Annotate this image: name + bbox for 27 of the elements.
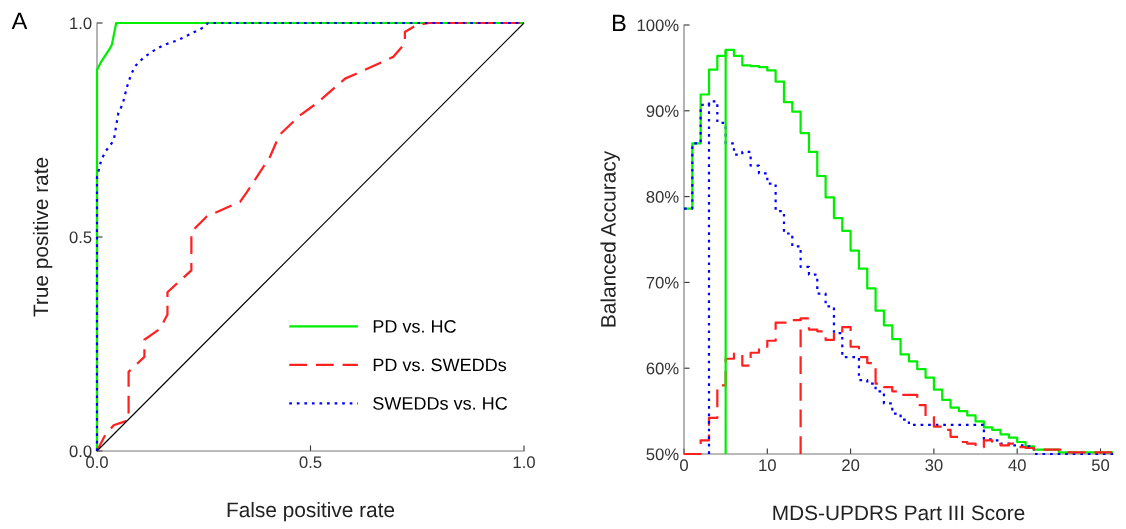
y-tick-label: 50% [646,448,679,461]
x-tick-label: 0 [680,459,688,472]
chart-title: A [11,12,28,30]
y-tick-label: 70% [646,276,679,289]
x-tick-label: 20 [842,459,860,472]
x-tick-label: 10 [759,459,776,472]
x-tick-label: 1.0 [513,456,535,469]
y-axis-title: Balanced Accuracy [600,150,620,327]
x-tick-label: 40 [1008,459,1026,472]
y-axis-title: True positive rate [32,157,53,317]
x-tick-label: 50 [1091,459,1110,472]
legend-label: PD vs. HC [373,320,456,333]
x-axis-title: MDS-UPDRS Part III Score [773,505,1025,521]
x-tick-label: 0.5 [299,456,322,469]
y-tick-label: 60% [646,362,679,375]
x-tick-label: 0.0 [86,456,108,469]
y-tick-label: 90% [646,105,679,117]
chart-title: B [613,14,626,32]
x-tick-label: 30 [925,459,943,472]
y-tick-label: 0.5 [69,231,92,244]
y-tick-label: 100% [637,19,679,32]
y-tick-label: 1.0 [70,17,92,30]
legend-label: PD vs. SWEDDs [373,358,507,372]
x-axis-title: False positive rate [227,501,395,522]
y-tick-label: 0.0 [69,445,92,458]
legend-label: SWEDDs vs. HC [373,397,508,410]
y-tick-label: 80% [646,191,679,203]
